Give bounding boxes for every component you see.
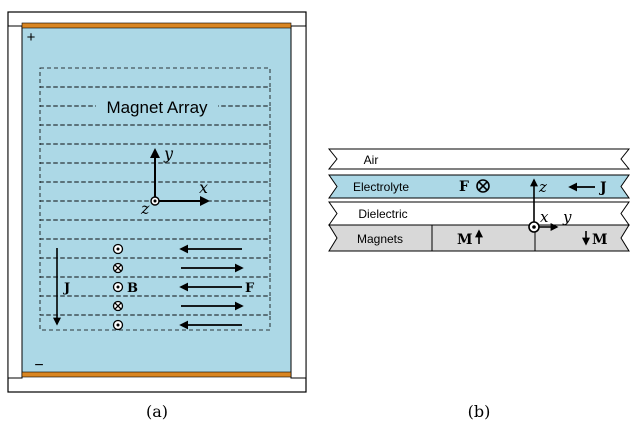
dielectric-label: Dielectric xyxy=(358,207,407,221)
field-in-icon xyxy=(112,300,124,312)
axes-a: y x z xyxy=(140,144,210,218)
x-axis-dot-center xyxy=(532,225,536,229)
minus-label: − xyxy=(34,357,43,374)
caption-b: (b) xyxy=(468,402,491,421)
force-label-b: F xyxy=(459,179,469,195)
panel-a: + − Magnet Array y xyxy=(7,11,307,421)
z-axis-label: z xyxy=(140,199,150,218)
force-into-page-icon xyxy=(476,179,490,193)
z-axis-label-b: z xyxy=(538,178,547,196)
panel-b: Air Electrolyte Dielectric Magnets F J z… xyxy=(327,148,631,421)
air-label: Air xyxy=(364,153,379,167)
field-out-icon xyxy=(112,281,124,293)
air-layer xyxy=(327,148,631,170)
field-out-icon xyxy=(112,243,124,255)
field-out-icon xyxy=(112,319,124,331)
current-label-b: J xyxy=(598,180,607,196)
x-axis-label: x xyxy=(199,178,208,197)
top-electrode xyxy=(21,22,292,29)
force-arrows xyxy=(179,244,244,330)
field-in-icon xyxy=(112,262,124,274)
electrolyte-layer xyxy=(328,174,630,199)
magnetization-down-label: M xyxy=(592,232,608,248)
right-wall xyxy=(290,25,307,379)
field-symbols xyxy=(112,243,124,331)
electrolyte-label: Electrolyte xyxy=(353,180,409,194)
left-wall xyxy=(7,25,23,379)
magnets-label: Magnets xyxy=(357,232,403,246)
field-label: B xyxy=(127,281,138,296)
x-axis-label-b: x xyxy=(540,208,549,226)
current-label: J xyxy=(63,281,70,296)
caption-a: (a) xyxy=(146,402,168,421)
force-label: F xyxy=(245,281,255,296)
magnetization-up-label: M xyxy=(457,232,473,248)
y-axis-label-b: y xyxy=(562,208,572,226)
magnet-array-label-bg xyxy=(96,96,218,118)
plus-label: + xyxy=(27,29,36,46)
magnet-array-label: Magnet Array xyxy=(106,98,208,117)
bottom-electrode xyxy=(21,371,292,378)
y-axis-label: y xyxy=(163,144,174,163)
magnet-row xyxy=(39,314,271,331)
z-axis-dot-center xyxy=(153,199,157,203)
